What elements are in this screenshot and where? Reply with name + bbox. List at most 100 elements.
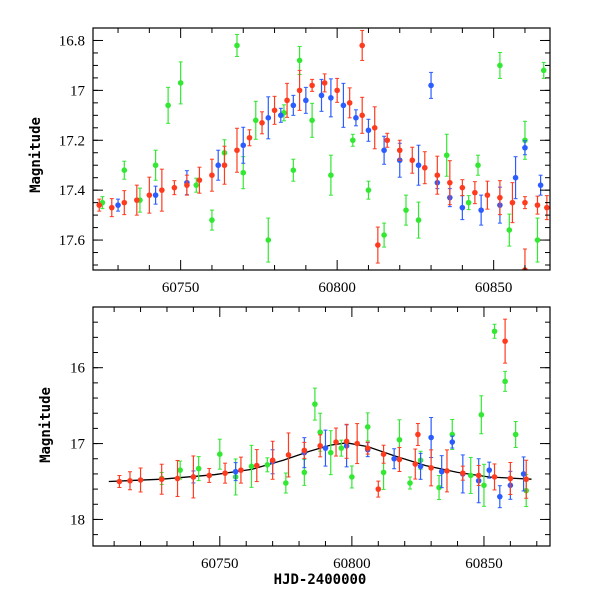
x-tick-label: 60850 (475, 280, 513, 296)
data-point (375, 242, 381, 248)
data-point (317, 443, 323, 449)
data-point (327, 449, 334, 456)
data-point (312, 401, 318, 407)
data-point (152, 162, 159, 169)
top-plot-frame (92, 27, 551, 271)
data-point (365, 187, 372, 193)
x-tick-label: 60800 (318, 280, 356, 296)
data-point (475, 472, 482, 479)
data-point (522, 199, 528, 206)
data-point (380, 451, 387, 457)
data-point (309, 82, 315, 89)
data-point (195, 465, 202, 472)
data-point (512, 431, 519, 438)
data-point (328, 172, 334, 178)
data-point (443, 152, 450, 159)
top-y-axis-title: Magnitude (28, 117, 44, 193)
data-point (534, 202, 541, 208)
data-point (403, 207, 409, 213)
data-point (321, 80, 328, 86)
top-tick-labels: 60750 60800 60850 16.8 17 17.2 17.4 17.6 (59, 33, 513, 296)
data-point (209, 217, 215, 223)
data-point (252, 117, 259, 124)
top-data-points (96, 29, 550, 270)
data-point (353, 115, 359, 121)
data-point (146, 192, 153, 198)
data-point (381, 232, 387, 238)
data-point (290, 102, 297, 109)
top-panel: 60750 60800 60850 16.8 17 17.2 17.4 17.6 Magnit… (28, 27, 551, 296)
data-point (506, 227, 513, 233)
data-point (391, 455, 397, 462)
bottom-model-curve (108, 442, 532, 483)
data-point (159, 187, 165, 193)
y-tick-label: 17.4 (59, 183, 86, 199)
data-point (296, 57, 303, 64)
data-point (318, 92, 325, 99)
top-axis-ticks (93, 27, 550, 270)
data-point (334, 87, 340, 94)
bottom-data-points (116, 318, 530, 509)
x-tick-label: 60750 (201, 556, 239, 572)
data-point (108, 204, 115, 211)
data-point (472, 189, 478, 196)
data-point (121, 167, 128, 174)
data-point (215, 162, 222, 169)
data-point (338, 445, 345, 451)
data-point (365, 127, 372, 134)
data-point (234, 147, 240, 154)
data-point (265, 115, 272, 121)
data-point (216, 451, 223, 457)
data-point (465, 199, 472, 206)
data-point (196, 177, 203, 183)
data-point (509, 199, 516, 206)
data-point (328, 95, 334, 101)
data-point (436, 484, 442, 491)
data-point (396, 436, 403, 443)
data-point (428, 465, 434, 471)
data-point (396, 456, 403, 463)
data-point (184, 182, 190, 188)
y-tick-label: 17 (70, 437, 86, 453)
data-point (415, 431, 421, 438)
bottom-panel: 60750 60800 60850 16 17 18 Magnitude HJD-2400… (38, 306, 551, 588)
data-point (137, 477, 144, 483)
data-point (434, 172, 441, 178)
data-point (264, 462, 271, 468)
data-point (512, 174, 519, 181)
bottom-tick-labels: 60750 60800 60850 16 17 18 (70, 361, 503, 572)
data-point (115, 202, 121, 208)
data-point (165, 102, 171, 109)
data-point (475, 162, 481, 169)
data-point (278, 112, 284, 119)
data-point (271, 107, 278, 114)
data-point (407, 480, 413, 486)
x-axis-title: HJD-2400000 (274, 572, 367, 588)
data-point (534, 237, 541, 243)
data-point (238, 467, 244, 473)
data-point (481, 482, 487, 489)
y-tick-label: 16 (70, 361, 86, 377)
data-point (497, 62, 503, 69)
data-point (460, 470, 466, 476)
data-point (343, 438, 350, 445)
data-point (520, 471, 527, 477)
data-point (544, 204, 550, 211)
data-point (459, 204, 466, 211)
data-point (152, 192, 159, 198)
data-point (190, 474, 197, 480)
data-point (158, 476, 165, 483)
data-point (340, 102, 347, 109)
data-point (301, 469, 308, 476)
data-point (296, 87, 303, 94)
data-point (491, 328, 498, 335)
y-tick-label: 16.8 (59, 33, 85, 49)
data-point (384, 137, 391, 144)
data-point (502, 378, 508, 385)
data-point (221, 162, 228, 169)
data-point (96, 202, 103, 208)
data-point (467, 472, 474, 479)
y-tick-label: 18 (70, 512, 85, 528)
data-point (121, 199, 128, 206)
data-point (359, 42, 365, 49)
